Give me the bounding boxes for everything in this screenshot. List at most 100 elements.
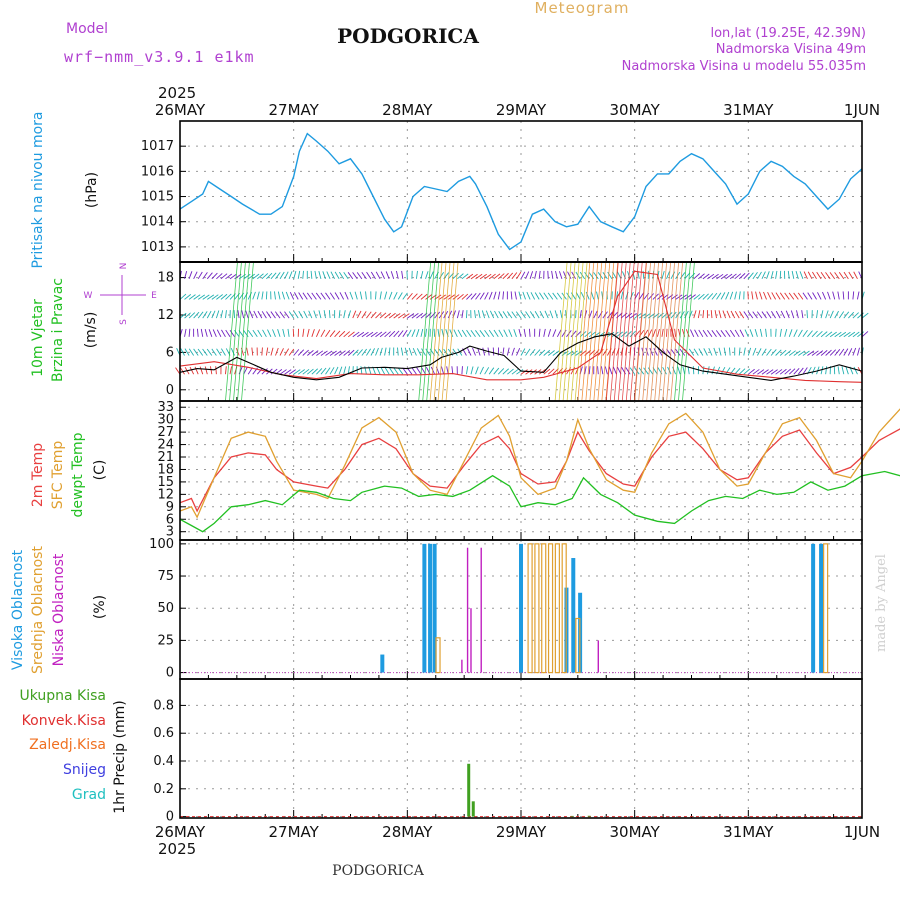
wind-arrow [788, 368, 796, 375]
wind-arrow [215, 366, 217, 375]
wind-arrow [241, 310, 245, 319]
high-cloud-bar [811, 543, 816, 673]
wind-arrow [306, 292, 313, 300]
wind-arrow [514, 291, 517, 300]
wind-arrow [401, 270, 404, 279]
wind-arrow [706, 366, 710, 375]
wind-arrow [461, 310, 464, 319]
wind-arrow [743, 311, 749, 319]
wind-arrow [466, 329, 472, 338]
wind-arrow [488, 329, 495, 338]
wind-arrow [400, 347, 404, 356]
wind-arrow [388, 367, 395, 375]
wind-arrow [479, 330, 485, 338]
wind-arrow [579, 271, 586, 280]
wind-arrow [506, 347, 510, 356]
wind-arrow [661, 294, 669, 300]
wind-arrow [711, 273, 719, 280]
wind-arrow [294, 292, 299, 300]
wind-arrow [629, 367, 636, 375]
wind-arrow [481, 310, 486, 319]
precip-ylabel-snow: Snijeg [63, 762, 106, 778]
wind-arrow [272, 329, 276, 337]
wind-arrow [520, 311, 526, 319]
wind-arrow [257, 329, 263, 338]
wind-band-hatch [562, 261, 576, 402]
wind-arrow [249, 310, 254, 319]
x-tick-label: 30MAY [610, 823, 661, 841]
wind-band-hatch [574, 261, 588, 402]
wind-arrow [785, 310, 790, 319]
wind-arrow [322, 271, 326, 279]
wind-arrow [359, 291, 363, 300]
wind-arrow [502, 272, 509, 280]
wind-arrow [307, 350, 314, 356]
wind-arrow [738, 347, 741, 356]
wind-arrow [775, 270, 778, 279]
wind-arrow [694, 329, 699, 338]
wind-arrow [329, 350, 337, 356]
low-cloud-bar [466, 547, 469, 673]
wind-arrow [302, 328, 305, 337]
wind-arrow [754, 328, 758, 337]
wind-arrow [675, 348, 681, 356]
y-tick-label: 50 [157, 601, 174, 616]
y-tick-label: 75 [157, 569, 174, 584]
wind-arrow [366, 331, 374, 338]
wind-arrow [588, 366, 591, 375]
wind-arrow [747, 272, 754, 280]
temp-2m-line [179, 428, 900, 513]
y-tick-label: 9 [166, 500, 174, 515]
wind-arrow [415, 329, 420, 337]
wind-gust-line [179, 270, 863, 383]
wind-arrow [738, 291, 741, 300]
wind-arrow [474, 310, 476, 319]
wind-arrow [552, 329, 557, 337]
temp-ylabels: 2m Temp SFC Temp dewpt Temp (C) [30, 432, 108, 517]
wind-arrow [493, 329, 499, 338]
wind-arrow [326, 271, 331, 280]
wind-arrow [770, 349, 777, 356]
wind-arrow [197, 348, 204, 356]
precip-bar [570, 815, 574, 817]
wind-arrow [279, 348, 284, 356]
wind-arrow [206, 272, 213, 280]
precip-ylabel-conv: Konvek.Kisa [22, 713, 106, 729]
wind-arrow [643, 313, 651, 319]
wind-arrow [629, 330, 636, 338]
wind-vector-field [175, 261, 869, 402]
wind-arrow [275, 272, 281, 280]
wind-arrow [588, 272, 595, 280]
wind-arrow [488, 291, 493, 300]
wind-arrow [257, 273, 264, 280]
wind-arrow [193, 294, 201, 300]
wind-arrow [256, 291, 260, 300]
wind-arrow [511, 368, 519, 375]
wind-arrow [816, 310, 819, 319]
y-tick-label: 3 [166, 525, 174, 540]
y-tick-label: 6 [166, 345, 174, 360]
wind-arrow [502, 368, 509, 375]
wind-arrow [397, 292, 403, 300]
wind-arrow [188, 294, 196, 300]
wind-arrow [385, 271, 390, 279]
cloud-ylabels: Visoka Oblacnost Srednja Oblacnost Niska… [10, 546, 108, 674]
wind-arrow [184, 348, 190, 356]
wind-arrow [352, 310, 357, 319]
wind-arrow [708, 347, 713, 356]
wind-arrow [370, 271, 376, 280]
wind-arrow [325, 367, 331, 375]
wind-arrow [325, 292, 331, 300]
wind-arrow [807, 271, 813, 280]
wind-arrow [477, 310, 481, 319]
wind-arrow [638, 313, 647, 319]
wind-arrow [820, 310, 824, 319]
wind-arrow [311, 329, 315, 337]
wind-arrow [479, 292, 485, 300]
wind-arrow [293, 369, 301, 375]
wind-arrow [522, 291, 526, 300]
wind-arrow [661, 312, 669, 319]
wind-arrow [488, 367, 495, 375]
wind-arrow [262, 329, 267, 338]
wind-arrow [489, 310, 495, 319]
